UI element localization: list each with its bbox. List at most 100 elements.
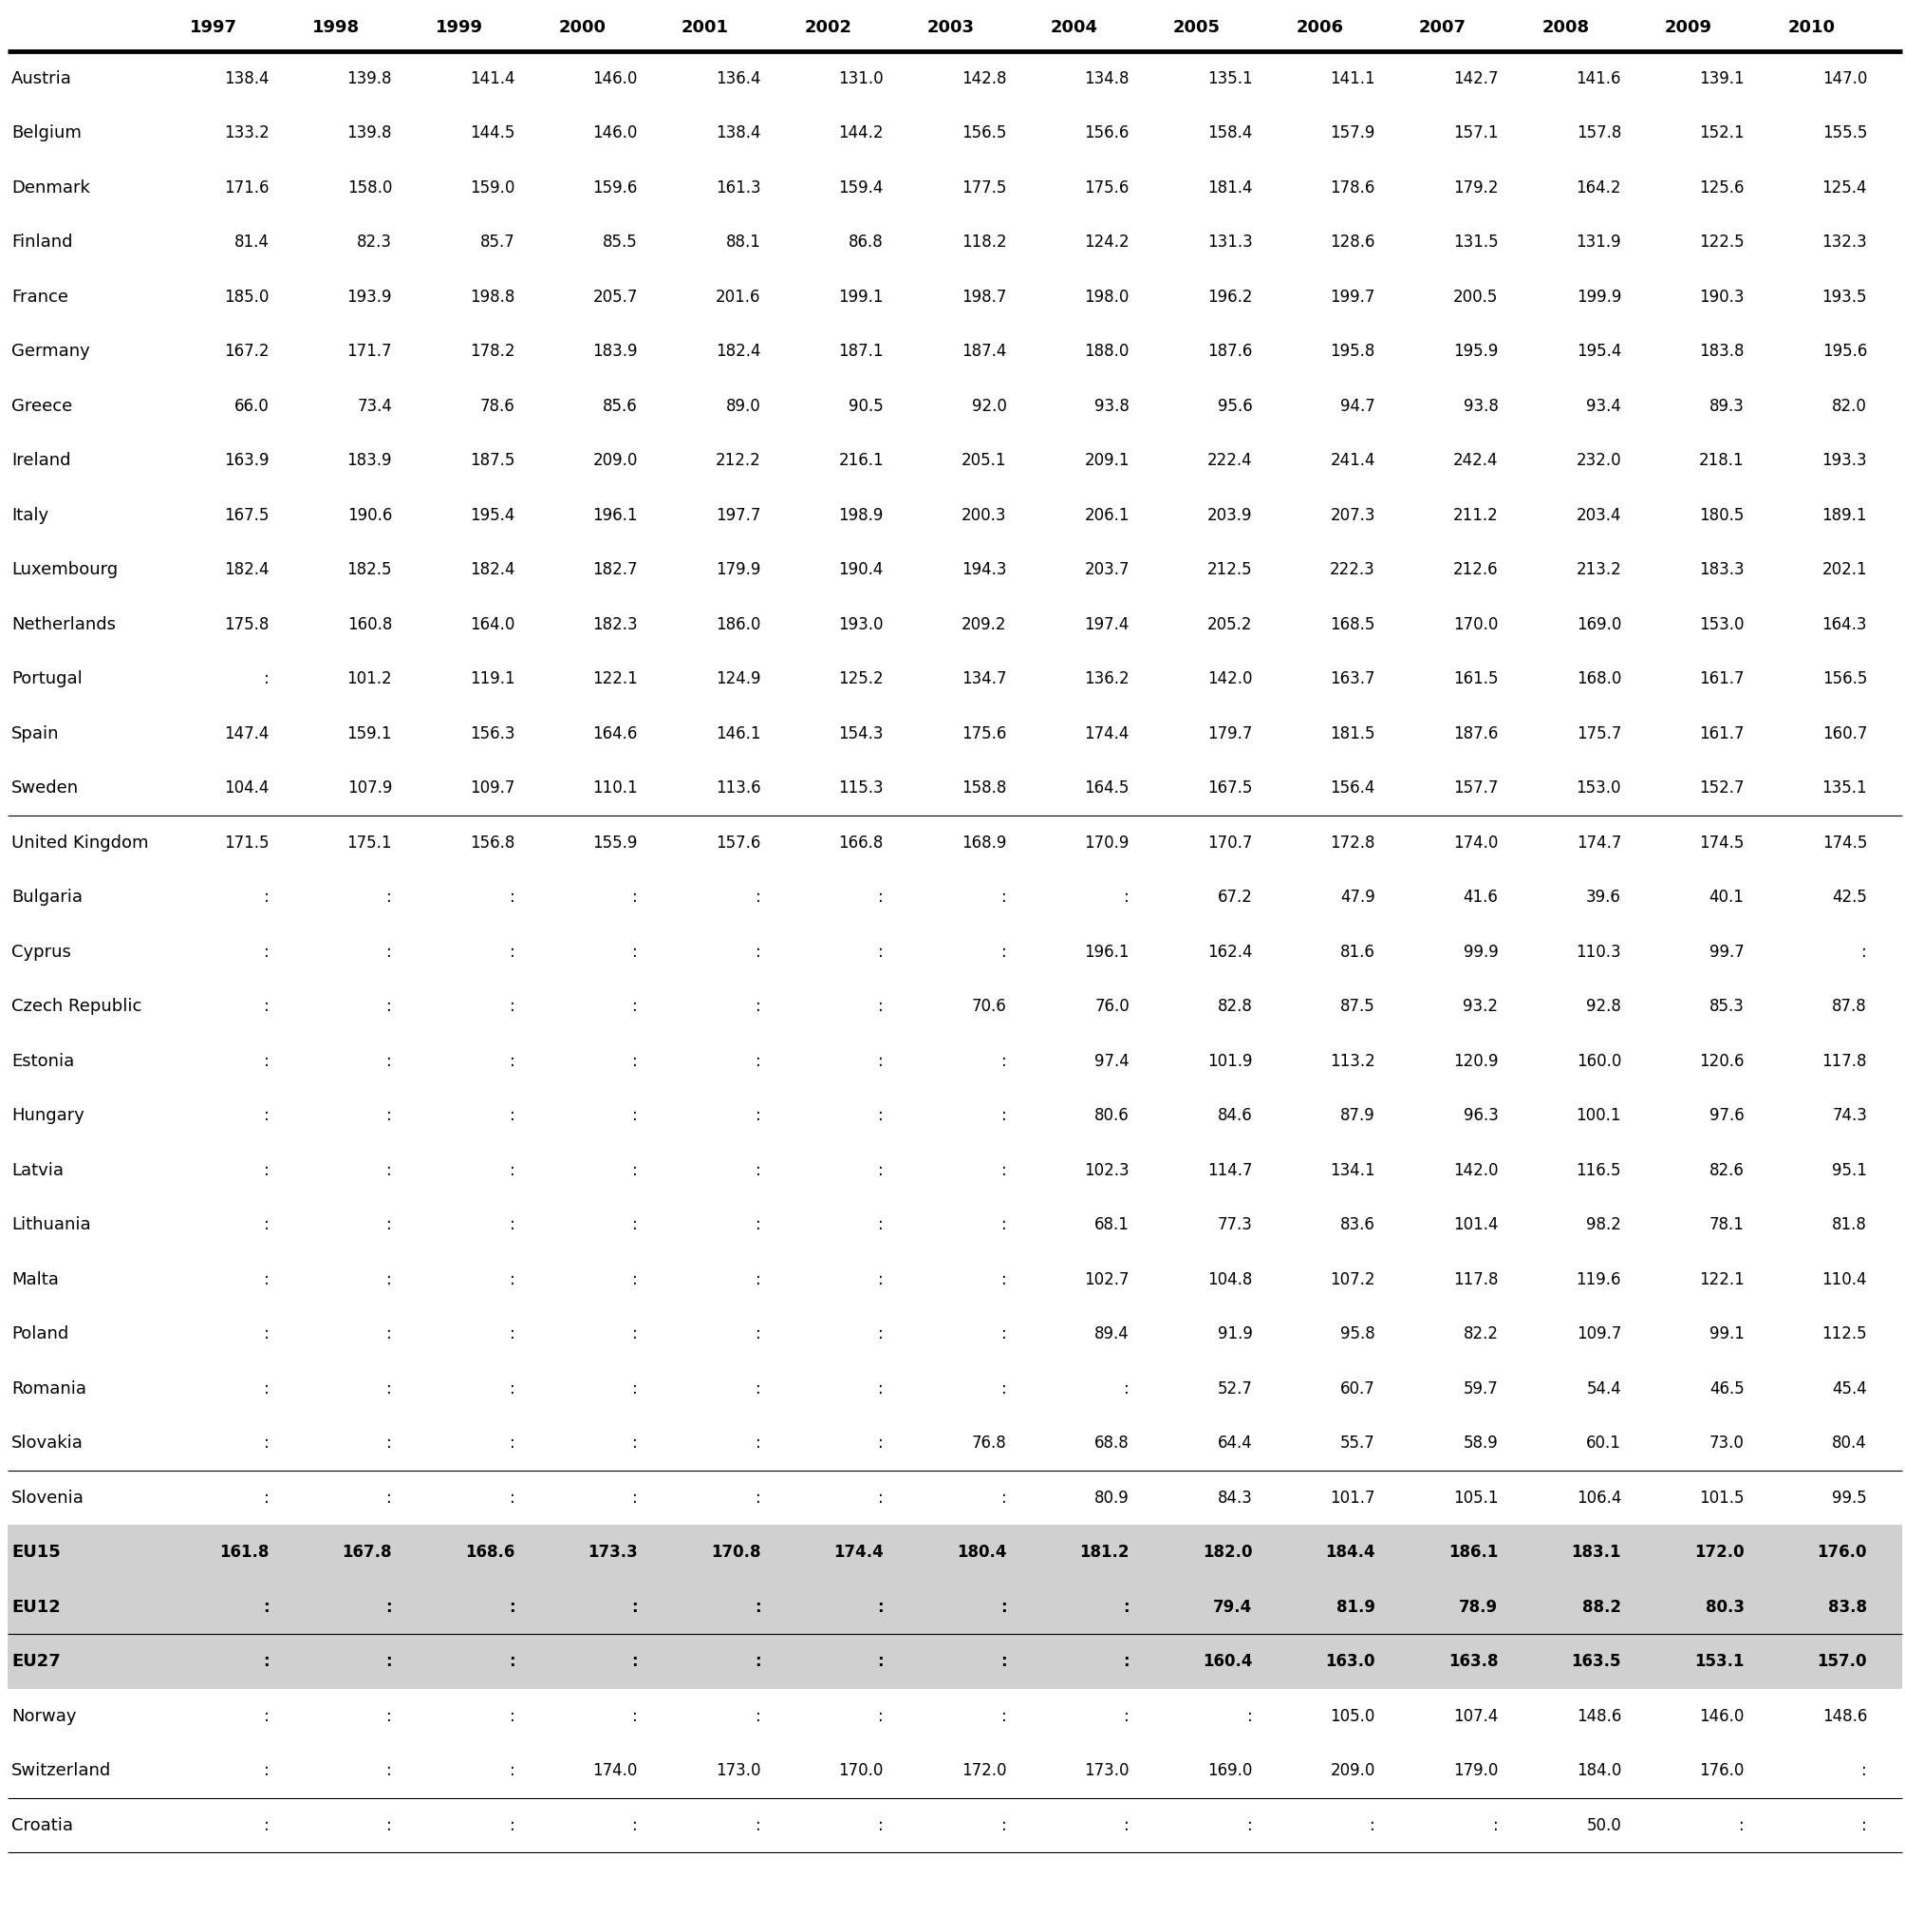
Text: :: : <box>1000 943 1006 960</box>
Text: :: : <box>754 1107 760 1124</box>
Text: Cyprus: Cyprus <box>11 943 70 960</box>
Text: :: : <box>263 670 269 688</box>
Text: 136.2: 136.2 <box>1084 670 1130 688</box>
Text: 203.4: 203.4 <box>1575 506 1621 524</box>
Text: 95.1: 95.1 <box>1831 1161 1867 1179</box>
Text: 156.3: 156.3 <box>471 724 514 742</box>
Text: :: : <box>1861 1816 1867 1833</box>
Text: 183.8: 183.8 <box>1697 344 1743 359</box>
Text: United Kingdom: United Kingdom <box>11 835 149 852</box>
Text: :: : <box>1124 1708 1130 1725</box>
Text: 159.6: 159.6 <box>592 180 638 197</box>
Text: 156.8: 156.8 <box>471 835 514 852</box>
Text: :: : <box>263 1490 269 1507</box>
Text: 163.9: 163.9 <box>225 452 269 469</box>
Text: :: : <box>1000 1325 1006 1343</box>
Text: 183.9: 183.9 <box>347 452 392 469</box>
Text: 146.1: 146.1 <box>714 724 760 742</box>
Text: 132.3: 132.3 <box>1821 234 1867 251</box>
Text: 175.8: 175.8 <box>225 616 269 634</box>
Text: 175.1: 175.1 <box>347 835 392 852</box>
Text: 179.2: 179.2 <box>1452 180 1497 197</box>
Text: :: : <box>1000 1107 1006 1124</box>
Text: 170.8: 170.8 <box>711 1544 760 1561</box>
Text: :: : <box>878 1325 884 1343</box>
Text: 198.0: 198.0 <box>1084 288 1130 305</box>
Text: 157.1: 157.1 <box>1452 124 1497 141</box>
Text: :: : <box>387 1708 392 1725</box>
Text: 52.7: 52.7 <box>1217 1379 1252 1397</box>
Text: 188.0: 188.0 <box>1084 344 1130 359</box>
Text: 181.2: 181.2 <box>1078 1544 1130 1561</box>
Text: :: : <box>876 1598 884 1615</box>
Text: :: : <box>754 943 760 960</box>
Text: 39.6: 39.6 <box>1585 889 1621 906</box>
Text: :: : <box>1124 889 1130 906</box>
Text: :: : <box>1737 1816 1743 1833</box>
Text: 1999: 1999 <box>434 19 482 37</box>
Text: 160.0: 160.0 <box>1575 1053 1621 1070</box>
Text: Romania: Romania <box>11 1379 86 1397</box>
Text: 67.2: 67.2 <box>1217 889 1252 906</box>
Text: :: : <box>878 1816 884 1833</box>
Text: 47.9: 47.9 <box>1339 889 1375 906</box>
Text: 157.6: 157.6 <box>716 835 760 852</box>
Text: 172.0: 172.0 <box>1694 1544 1743 1561</box>
Text: Belgium: Belgium <box>11 124 82 141</box>
Text: :: : <box>878 1379 884 1397</box>
Text: 141.4: 141.4 <box>471 70 514 87</box>
Text: 170.0: 170.0 <box>838 1762 884 1779</box>
Text: :: : <box>263 1654 269 1669</box>
Text: 2004: 2004 <box>1050 19 1097 37</box>
Text: 119.1: 119.1 <box>469 670 514 688</box>
Text: :: : <box>509 1271 514 1289</box>
Text: 187.6: 187.6 <box>1454 724 1497 742</box>
Text: :: : <box>263 1053 269 1070</box>
Text: Malta: Malta <box>11 1271 59 1289</box>
Text: :: : <box>878 1053 884 1070</box>
Text: 161.7: 161.7 <box>1697 724 1743 742</box>
Text: :: : <box>509 1598 514 1615</box>
Text: :: : <box>263 943 269 960</box>
Text: 193.3: 193.3 <box>1821 452 1867 469</box>
Text: 212.5: 212.5 <box>1206 562 1252 578</box>
Text: 82.3: 82.3 <box>356 234 392 251</box>
Text: :: : <box>754 1816 760 1833</box>
Text: 174.0: 174.0 <box>1454 835 1497 852</box>
Text: 157.9: 157.9 <box>1330 124 1375 141</box>
Text: 76.0: 76.0 <box>1093 999 1130 1014</box>
Text: 125.4: 125.4 <box>1821 180 1867 197</box>
Text: 164.5: 164.5 <box>1084 781 1130 796</box>
Text: 185.0: 185.0 <box>225 288 269 305</box>
Text: 161.8: 161.8 <box>219 1544 269 1561</box>
Text: 109.7: 109.7 <box>471 781 514 796</box>
Text: 142.0: 142.0 <box>1452 1161 1497 1179</box>
Text: 181.5: 181.5 <box>1330 724 1375 742</box>
Text: 190.3: 190.3 <box>1697 288 1743 305</box>
Text: :: : <box>1124 1816 1130 1833</box>
Text: 78.9: 78.9 <box>1459 1598 1497 1615</box>
Text: 189.1: 189.1 <box>1821 506 1867 524</box>
Text: :: : <box>754 1435 760 1451</box>
Text: :: : <box>1370 1816 1375 1833</box>
Text: :: : <box>263 1161 269 1179</box>
Text: 158.4: 158.4 <box>1208 124 1252 141</box>
Text: 95.8: 95.8 <box>1339 1325 1375 1343</box>
Text: 178.6: 178.6 <box>1330 180 1375 197</box>
Text: 186.0: 186.0 <box>716 616 760 634</box>
Text: 158.0: 158.0 <box>347 180 392 197</box>
Text: 182.5: 182.5 <box>347 562 392 578</box>
Text: 242.4: 242.4 <box>1452 452 1497 469</box>
Text: :: : <box>754 1161 760 1179</box>
Text: 194.3: 194.3 <box>960 562 1006 578</box>
Text: :: : <box>509 1379 514 1397</box>
Text: 142.0: 142.0 <box>1206 670 1252 688</box>
Text: :: : <box>754 1271 760 1289</box>
Text: :: : <box>1000 1490 1006 1507</box>
Text: 222.4: 222.4 <box>1206 452 1252 469</box>
Text: 100.1: 100.1 <box>1575 1107 1621 1124</box>
Text: 170.7: 170.7 <box>1208 835 1252 852</box>
Text: 146.0: 146.0 <box>592 70 638 87</box>
Text: 115.3: 115.3 <box>838 781 884 796</box>
Text: 146.0: 146.0 <box>592 124 638 141</box>
